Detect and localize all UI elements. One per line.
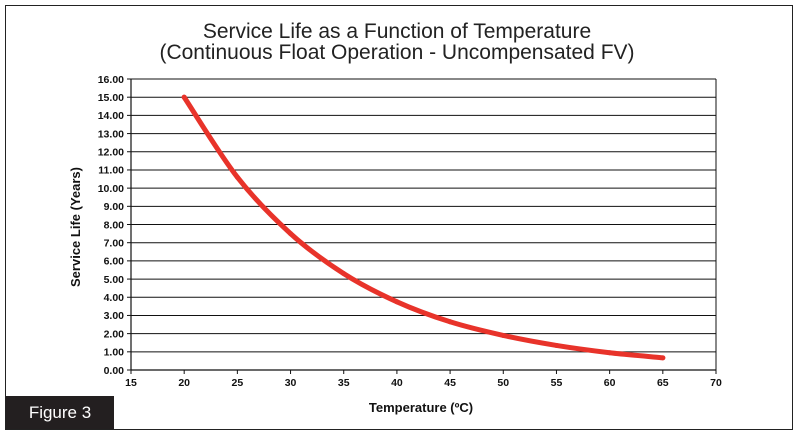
y-tick-label: 12.00 <box>98 147 124 159</box>
chart-title: Service Life as a Function of Temperatur… <box>203 20 591 43</box>
y-tick-label: 14.00 <box>98 110 124 122</box>
x-tick-label: 20 <box>178 377 190 389</box>
y-tick-label: 6.00 <box>104 256 125 268</box>
figure-label: Figure 3 <box>6 396 114 429</box>
series-line-0 <box>181 94 666 361</box>
y-tick-label: 9.00 <box>104 201 125 213</box>
series-layer <box>181 94 666 361</box>
y-tick-label: 13.00 <box>98 128 124 140</box>
y-tick-label: 2.00 <box>104 328 125 340</box>
x-tick-label: 35 <box>338 377 350 389</box>
x-tick-label: 15 <box>125 377 137 389</box>
data-point <box>341 271 347 277</box>
y-tick-label: 0.00 <box>104 365 125 377</box>
x-tick-labels: 15 20 25 30 35 40 45 50 55 60 65 70 <box>125 377 722 389</box>
data-point <box>447 319 453 325</box>
chart-subtitle: (Continuous Float Operation - Uncompensa… <box>159 41 634 64</box>
x-tick-label: 50 <box>497 377 509 389</box>
data-point <box>234 174 240 180</box>
x-tick-label: 40 <box>391 377 403 389</box>
y-tick-label: 5.00 <box>104 274 125 286</box>
x-tick-label: 55 <box>551 377 563 389</box>
x-tick-label: 70 <box>710 377 722 389</box>
y-tick-labels: 0.00 1.00 2.00 3.00 4.00 5.00 6.00 7.00 8.00 9.00… <box>98 74 124 377</box>
y-tick-label: 7.00 <box>104 237 125 249</box>
x-tick-label: 30 <box>285 377 297 389</box>
data-point <box>660 355 666 361</box>
x-tick-label: 60 <box>604 377 616 389</box>
x-tick-label: 65 <box>657 377 669 389</box>
y-tick-label: 1.00 <box>104 347 125 359</box>
x-axis-label: Temperature (ºC) <box>369 400 473 415</box>
axes <box>127 78 717 374</box>
x-tick-label: 25 <box>232 377 244 389</box>
data-point <box>500 332 506 338</box>
data-point <box>181 94 187 100</box>
data-point <box>607 350 613 356</box>
y-tick-label: 16.00 <box>98 74 124 86</box>
y-tick-label: 11.00 <box>98 165 124 177</box>
x-tick-label: 45 <box>444 377 456 389</box>
y-axis-label: Service Life (Years) <box>68 167 83 287</box>
data-point <box>288 231 294 237</box>
y-tick-label: 15.00 <box>98 92 124 104</box>
data-point <box>553 342 559 348</box>
y-tick-label: 8.00 <box>104 219 125 231</box>
y-tick-label: 3.00 <box>104 310 125 322</box>
y-tick-label: 4.00 <box>104 292 125 304</box>
data-point <box>394 299 400 305</box>
y-tick-label: 10.00 <box>98 183 124 195</box>
